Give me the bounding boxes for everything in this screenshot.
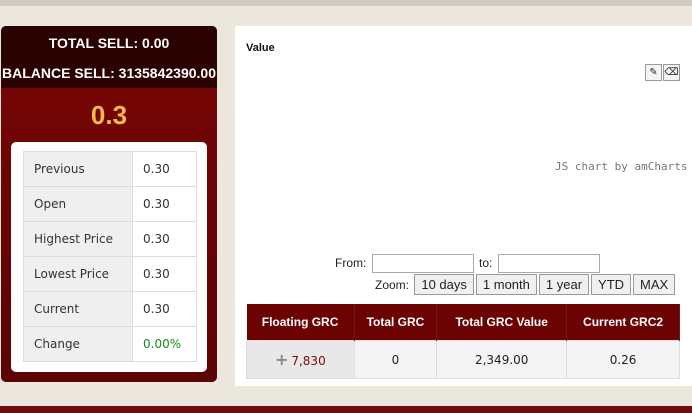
pencil-icon[interactable]: ✎ <box>645 64 662 81</box>
stat-row: Current 0.30 <box>23 291 197 327</box>
col-total-grc-value: Total GRC Value <box>436 304 568 341</box>
total-grc-value-cell: 2,349.00 <box>436 340 568 379</box>
zoom-1-year-button[interactable]: 1 year <box>538 274 590 295</box>
chart-tools: ✎ ⌫ <box>644 62 680 81</box>
col-floating-grc: Floating GRC <box>246 304 355 341</box>
plus-icon[interactable]: + <box>274 350 289 369</box>
eraser-icon[interactable]: ⌫ <box>663 64 680 81</box>
to-label: to: <box>479 255 493 270</box>
grc-header-row: Floating GRC Total GRC Total GRC Value C… <box>246 304 680 341</box>
stat-row: Lowest Price 0.30 <box>23 256 197 292</box>
price-panel: TOTAL SELL: 0.00 BALANCE SELL: 313584239… <box>1 26 217 382</box>
stat-row: Open 0.30 <box>23 186 197 222</box>
table-row: +7,830 0 2,349.00 0.26 <box>246 340 680 379</box>
stat-row: Previous 0.30 <box>23 151 197 187</box>
stat-value: 0.30 <box>132 186 197 222</box>
total-sell: TOTAL SELL: 0.00 <box>48 35 170 51</box>
stat-row: Highest Price 0.30 <box>23 221 197 257</box>
to-date-input[interactable] <box>497 254 600 273</box>
stat-row: Change 0.00% <box>23 326 197 362</box>
stat-value: 0.30 <box>132 221 197 257</box>
last-price: 0.3 <box>90 100 128 130</box>
chart-panel: Value ✎ ⌫ JS chart by amCharts From: to: … <box>235 26 692 386</box>
stat-label: Previous <box>23 151 133 187</box>
current-grc2-cell: 0.26 <box>566 340 680 379</box>
floating-grc-cell[interactable]: +7,830 <box>246 340 355 379</box>
col-current-grc2: Current GRC2 <box>566 304 680 341</box>
balance-sell: BALANCE SELL: 3135842390.00 <box>2 65 216 81</box>
top-strip <box>0 0 692 6</box>
zoom-1-month-button[interactable]: 1 month <box>475 274 537 295</box>
bottom-strip <box>0 406 692 413</box>
zoom-controls: Zoom: 10 days 1 month 1 year YTD MAX <box>375 274 676 295</box>
stat-label: Change <box>23 326 133 362</box>
stats-table: Previous 0.30 Open 0.30 Highest Price 0.30 … <box>23 151 197 362</box>
col-total-grc: Total GRC <box>354 304 438 341</box>
sell-summary: TOTAL SELL: 0.00 BALANCE SELL: 313584239… <box>1 26 217 88</box>
stat-label: Open <box>23 186 133 222</box>
stat-value: 0.30 <box>132 151 197 187</box>
zoom-label: Zoom: <box>375 278 410 292</box>
from-date-input[interactable] <box>371 254 474 273</box>
zoom-ytd-button[interactable]: YTD <box>591 274 632 295</box>
chart-credit-link[interactable]: JS chart by amCharts <box>555 160 688 173</box>
stat-value: 0.30 <box>132 291 197 327</box>
zoom-10-days-button[interactable]: 10 days <box>414 274 474 295</box>
from-label: From: <box>335 255 367 270</box>
date-range: From: to: <box>335 254 602 273</box>
stat-value: 0.30 <box>132 256 197 292</box>
stat-label: Current <box>23 291 133 327</box>
chart-title: Value <box>246 42 275 54</box>
total-grc-cell: 0 <box>353 340 438 379</box>
stat-label: Highest Price <box>23 221 133 257</box>
stats-box: Previous 0.30 Open 0.30 Highest Price 0.30 … <box>11 142 207 372</box>
zoom-max-button[interactable]: MAX <box>633 274 676 295</box>
grc-table: Floating GRC Total GRC Total GRC Value C… <box>246 304 680 379</box>
stat-change-value: 0.00% <box>132 326 197 362</box>
floating-grc-link[interactable]: 7,830 <box>291 354 326 368</box>
stat-label: Lowest Price <box>23 256 133 292</box>
